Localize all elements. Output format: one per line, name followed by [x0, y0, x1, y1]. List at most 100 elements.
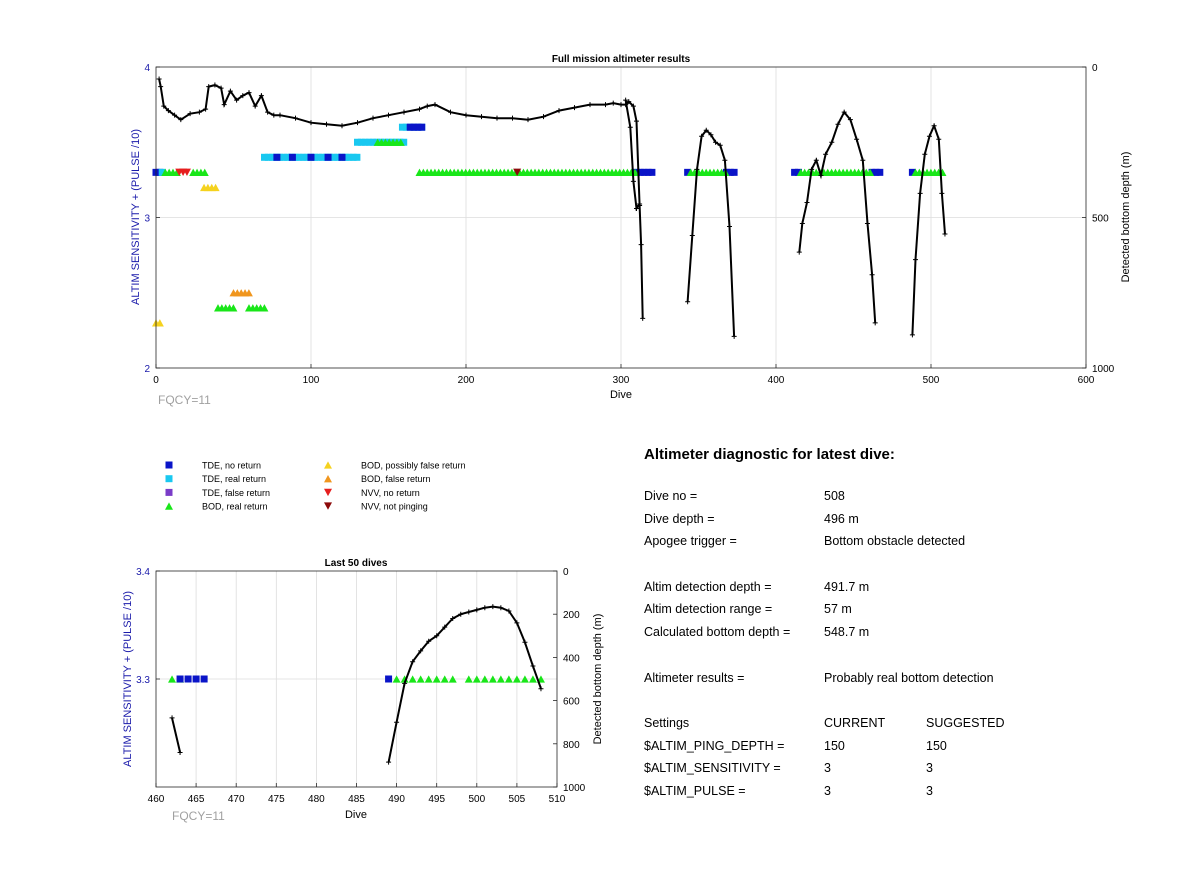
marker-tde-no-return [410, 123, 418, 131]
setting-suggested: 150 [926, 738, 947, 753]
top-chart-depth-lines [156, 76, 948, 339]
dive-depth-value: 496 m [824, 511, 859, 526]
calculated-bottom-depth-value: 548.7 m [824, 625, 870, 640]
marker-tde-real-return [280, 153, 288, 161]
depth-line [158, 78, 644, 319]
marker-tde-no-return [406, 123, 414, 131]
marker-tde-real-return [400, 138, 408, 146]
x-tick-label: 510 [549, 794, 566, 805]
x-tick-label: 200 [458, 375, 475, 386]
depth-point [717, 142, 723, 148]
x-tick-label: 485 [348, 794, 365, 805]
marker-bod-real-return [480, 675, 489, 683]
marker-bod-real-return [260, 304, 269, 312]
altimeter-results-value: Probably real bottom detection [824, 670, 994, 685]
depth-point [939, 190, 945, 196]
depth-point [432, 102, 438, 108]
depth-point [212, 82, 218, 88]
depth-point [265, 109, 271, 115]
depth-point [703, 127, 709, 133]
depth-point [699, 133, 705, 139]
depth-point [630, 103, 636, 109]
depth-point [402, 680, 408, 686]
legend-label: TDE, real return [202, 474, 266, 484]
top-chart-markers [152, 123, 947, 327]
marker-bod-possibly-false-return [324, 461, 332, 469]
marker-tde-real-return [330, 153, 338, 161]
marker-bod-real-return [392, 675, 401, 683]
legend-label: NVV, not pinging [361, 502, 428, 512]
depth-point [922, 151, 928, 157]
marker-tde-no-return [644, 168, 652, 176]
marker-bod-real-return [200, 168, 209, 177]
depth-point [506, 608, 512, 614]
marker-bod-real-return [408, 675, 417, 683]
depth-point [847, 117, 853, 123]
marker-tde-no-return [324, 153, 332, 161]
depth-point [187, 111, 193, 117]
x-tick-label: 0 [153, 375, 159, 386]
depth-point [206, 84, 212, 90]
dive-depth-label: Dive depth = [644, 511, 715, 526]
suggested-label: SUGGESTED [926, 715, 1005, 730]
depth-point [494, 115, 500, 121]
depth-point [169, 715, 175, 721]
depth-point [618, 102, 624, 108]
marker-tde-real-return [314, 153, 322, 161]
depth-point [926, 133, 932, 139]
marker-tde-no-return [273, 153, 281, 161]
depth-point [252, 103, 258, 109]
marker-tde-no-return [636, 168, 644, 176]
setting-current: 150 [824, 738, 845, 753]
depth-point [482, 605, 488, 611]
marker-tde-real-return [361, 138, 369, 146]
depth-point [156, 76, 162, 82]
depth-line [911, 122, 946, 335]
depth-point [913, 257, 918, 263]
x-tick-label: 500 [923, 375, 940, 386]
setting-suggested: 3 [926, 761, 933, 776]
marker-bod-real-return [528, 675, 537, 683]
depth-point [339, 123, 345, 129]
depth-point [401, 109, 407, 115]
altim-detection-range-value: 57 m [824, 602, 852, 617]
marker-tde-real-return [398, 123, 406, 131]
marker-bod-real-return [400, 675, 409, 683]
legend-label: NVV, no return [361, 488, 420, 498]
settings-row: $ALTIM_PULSE = 3 3 [644, 784, 1164, 807]
depth-point [386, 112, 391, 118]
x-tick-label: 490 [388, 794, 405, 805]
depth-point [479, 114, 484, 120]
depth-point [271, 112, 277, 118]
marker-tde-real-return [353, 153, 361, 161]
x-tick-label: 495 [428, 794, 445, 805]
marker-tde-real-return [303, 153, 311, 161]
depth-point [841, 109, 847, 115]
marker-bod-false-return [244, 289, 253, 297]
depth-point [417, 106, 422, 112]
depth-point [640, 315, 646, 321]
marker-tde-no-return [385, 675, 393, 683]
marker-tde-no-return [876, 168, 884, 176]
depth-point [165, 108, 171, 114]
marker-tde-real-return [158, 168, 166, 176]
depth-point [917, 190, 923, 196]
depth-point [638, 242, 644, 248]
depth-point [627, 124, 633, 130]
marker-tde-no-return [200, 675, 208, 683]
top-chart-grid [156, 67, 1086, 368]
depth-point [394, 719, 400, 725]
y-tick-label: 3 [144, 214, 150, 225]
y-right-tick-label: 200 [563, 610, 580, 621]
diagnostic-title: Altimeter diagnostic for latest dive: [644, 446, 895, 463]
y-right-tick-label: 600 [563, 697, 580, 708]
depth-point [685, 299, 691, 305]
depth-point [514, 620, 520, 626]
top-chart-fqcy: FQCY=11 [158, 393, 211, 407]
depth-point [466, 609, 472, 615]
altim-detection-depth-label: Altim detection depth = [644, 579, 772, 594]
depth-point [490, 604, 496, 610]
marker-bod-real-return [472, 675, 481, 683]
marker-tde-real-return [311, 153, 319, 161]
